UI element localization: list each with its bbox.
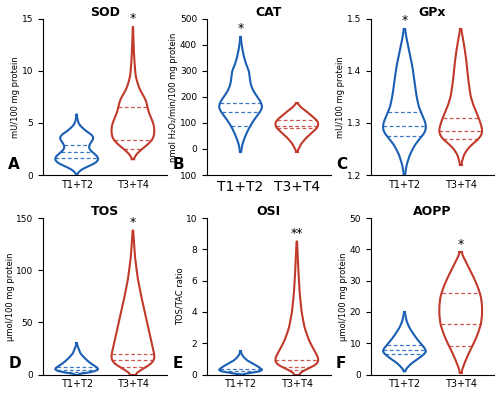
- Y-axis label: μmol/100 mg protein: μmol/100 mg protein: [6, 252, 15, 340]
- Text: *: *: [130, 216, 136, 229]
- Text: *: *: [238, 22, 244, 35]
- Text: D: D: [8, 356, 21, 371]
- Y-axis label: TOS/TAC ratio: TOS/TAC ratio: [175, 267, 184, 325]
- Text: *: *: [402, 15, 407, 27]
- Title: CAT: CAT: [256, 6, 282, 19]
- Text: E: E: [172, 356, 182, 371]
- Title: GPx: GPx: [419, 6, 446, 19]
- Y-axis label: mU/100 mg protein: mU/100 mg protein: [336, 56, 345, 138]
- Text: A: A: [8, 157, 20, 172]
- Title: AOPP: AOPP: [414, 205, 452, 218]
- Title: OSI: OSI: [256, 205, 280, 218]
- Text: *: *: [458, 238, 464, 251]
- Title: TOS: TOS: [90, 205, 119, 218]
- Y-axis label: nmol H₂O₂/min/100 mg protein: nmol H₂O₂/min/100 mg protein: [170, 32, 178, 162]
- Text: F: F: [336, 356, 346, 371]
- Text: C: C: [336, 157, 347, 172]
- Y-axis label: μmol/100 mg protein: μmol/100 mg protein: [339, 252, 348, 340]
- Text: **: **: [290, 227, 303, 240]
- Text: B: B: [172, 157, 184, 172]
- Y-axis label: mU/100 mg protein: mU/100 mg protein: [12, 56, 20, 138]
- Text: *: *: [130, 12, 136, 25]
- Title: SOD: SOD: [90, 6, 120, 19]
